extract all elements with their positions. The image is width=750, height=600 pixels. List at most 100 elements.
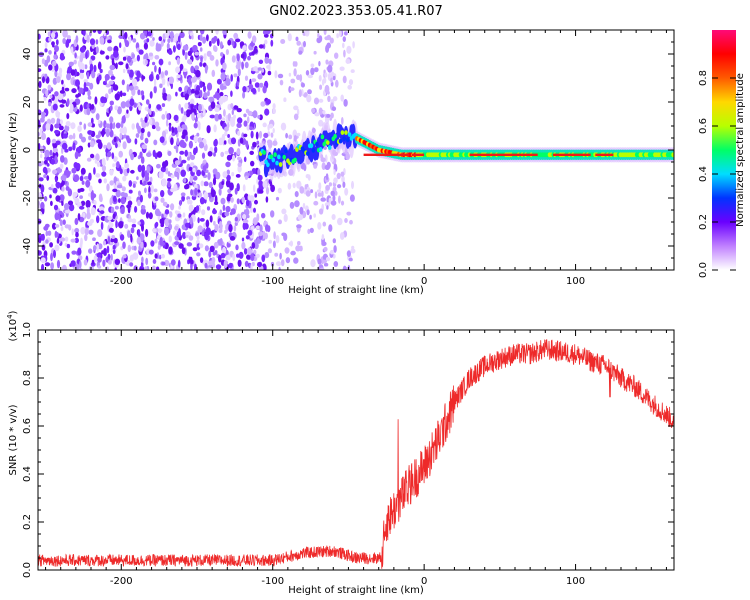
noise-speckle: [77, 153, 81, 157]
noise-speckle: [140, 156, 145, 164]
ridge-core: [340, 130, 345, 136]
noise-speckle: [212, 177, 217, 186]
noise-speckle: [208, 40, 212, 47]
noise-speckle: [236, 53, 240, 62]
noise-speckle: [108, 220, 112, 225]
noise-speckle: [147, 181, 152, 186]
noise-speckle: [109, 129, 114, 138]
noise-speckle: [220, 72, 226, 81]
noise-speckle: [198, 243, 204, 249]
noise-speckle: [231, 109, 234, 116]
noise-speckle: [325, 256, 331, 262]
noise-speckle: [180, 107, 184, 114]
noise-speckle: [222, 30, 228, 35]
noise-speckle: [75, 231, 79, 238]
noise-speckle: [219, 209, 223, 216]
noise-speckle: [196, 252, 201, 257]
noise-speckle: [237, 259, 242, 267]
noise-speckle: [132, 38, 137, 43]
noise-speckle: [240, 53, 245, 59]
noise-speckle: [186, 109, 192, 114]
noise-speckle: [167, 150, 172, 157]
noise-speckle: [50, 158, 56, 165]
noise-speckle: [242, 91, 246, 99]
noise-speckle: [225, 78, 231, 86]
noise-speckle: [159, 83, 163, 89]
noise-speckle: [118, 34, 124, 39]
noise-speckle: [55, 195, 61, 202]
noise-speckle: [153, 85, 157, 94]
noise-speckle: [56, 232, 59, 238]
noise-speckle: [44, 41, 48, 49]
noise-speckle: [87, 130, 93, 135]
noise-speckle: [236, 148, 241, 156]
noise-speckle: [89, 38, 96, 46]
noise-speckle: [187, 151, 191, 157]
noise-speckle: [220, 252, 226, 259]
noise-speckle: [126, 55, 132, 63]
noise-speckle: [272, 140, 278, 146]
noise-speckle: [262, 180, 268, 189]
noise-speckle: [92, 30, 97, 33]
noise-speckle: [97, 257, 102, 263]
noise-speckle: [132, 183, 136, 188]
noise-speckle: [130, 235, 133, 243]
noise-speckle: [217, 88, 220, 93]
noise-speckle: [285, 257, 291, 264]
noise-speckle: [177, 43, 181, 51]
noise-speckle: [79, 175, 84, 182]
noise-speckle: [230, 103, 234, 109]
noise-speckle: [288, 134, 293, 140]
noise-speckle: [281, 208, 287, 215]
noise-speckle: [147, 131, 151, 138]
noise-speckle: [109, 197, 113, 206]
noise-speckle: [138, 104, 142, 111]
noise-speckle: [317, 32, 320, 39]
noise-speckle: [182, 231, 187, 240]
noise-speckle: [164, 259, 170, 267]
noise-speckle: [140, 207, 146, 215]
noise-speckle: [274, 70, 278, 79]
noise-speckle: [304, 184, 308, 190]
noise-speckle: [109, 121, 113, 130]
noise-speckle: [45, 169, 48, 176]
noise-speckle: [326, 205, 329, 210]
noise-speckle: [152, 61, 156, 66]
noise-speckle: [257, 261, 262, 268]
noise-speckle: [96, 243, 99, 252]
noise-speckle: [198, 192, 203, 198]
noise-speckle: [123, 46, 126, 53]
noise-speckle: [233, 73, 238, 78]
noise-speckle: [64, 124, 70, 132]
noise-speckle: [142, 205, 146, 210]
noise-speckle: [141, 256, 144, 263]
snr-axes: -200 -100 0 100 0.0 0.2 0.4 0.6 0.8 1.0: [22, 322, 674, 587]
noise-speckle: [326, 42, 332, 49]
noise-speckle: [112, 244, 116, 250]
noise-speckle: [192, 167, 196, 173]
noise-speckle: [73, 59, 77, 65]
noise-speckle: [87, 122, 93, 127]
noise-speckle: [114, 105, 119, 111]
noise-speckle: [45, 239, 49, 244]
noise-speckle: [245, 175, 248, 180]
noise-speckle: [318, 35, 323, 43]
noise-speckle: [64, 148, 69, 153]
noise-speckle: [122, 92, 127, 97]
noise-speckle: [205, 227, 211, 236]
noise-speckle: [144, 266, 148, 270]
noise-speckle: [247, 31, 252, 39]
noise-speckle: [185, 183, 190, 190]
noise-speckle: [228, 262, 233, 269]
noise-speckle: [346, 250, 351, 257]
snr-ytick-label: 0.8: [22, 370, 33, 386]
cbar-tick-label: 0.8: [698, 70, 709, 86]
noise-speckle: [199, 61, 203, 67]
noise-speckle: [90, 193, 95, 201]
noise-speckle: [243, 133, 248, 138]
noise-speckle: [330, 200, 337, 206]
noise-speckle: [253, 184, 256, 193]
noise-speckle: [158, 171, 164, 179]
noise-speckle: [202, 108, 206, 117]
noise-speckle: [227, 39, 232, 46]
